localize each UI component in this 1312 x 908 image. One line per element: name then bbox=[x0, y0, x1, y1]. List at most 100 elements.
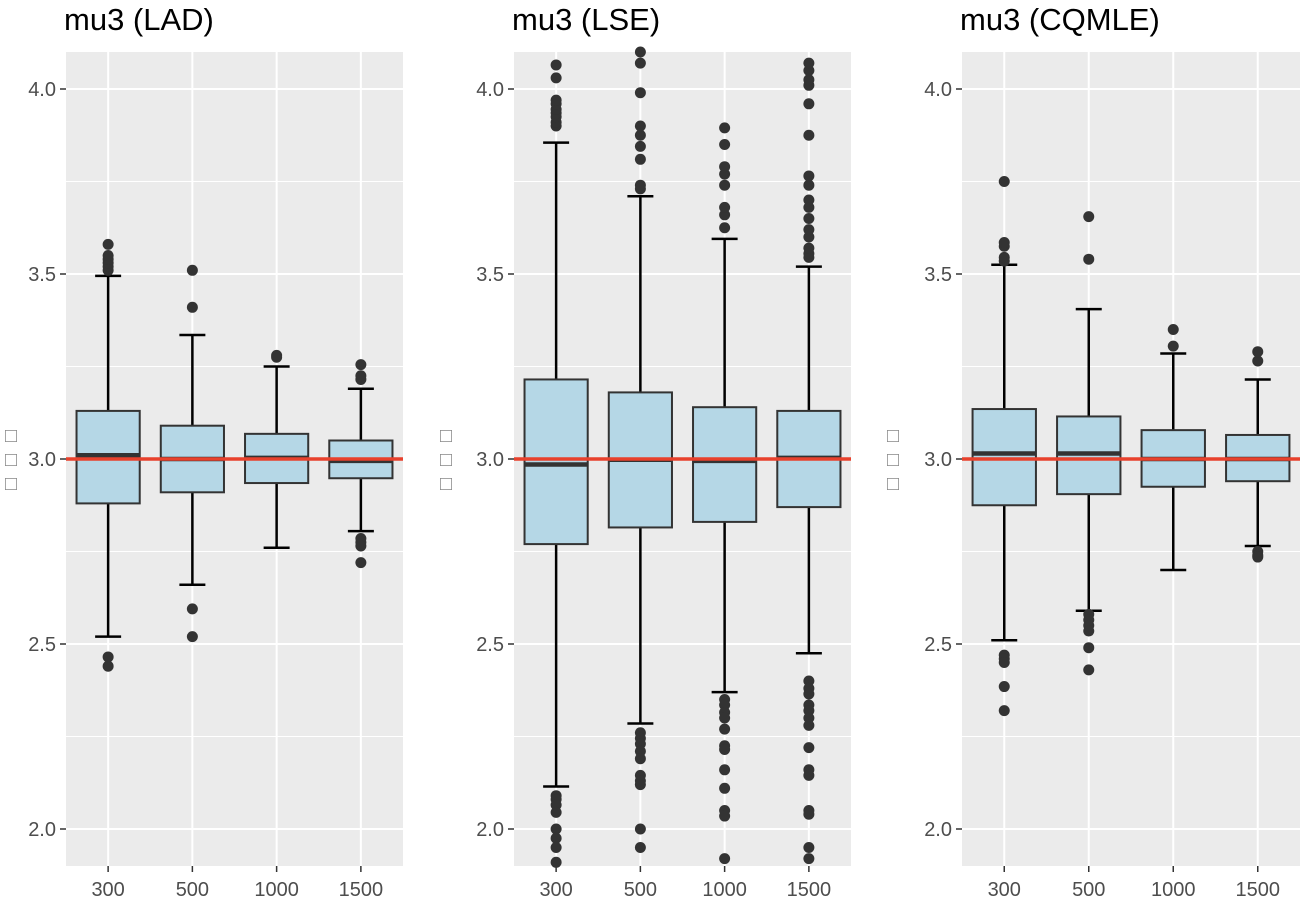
outlier-point bbox=[634, 842, 646, 853]
y-tick-label: 3.5 bbox=[28, 264, 56, 286]
box-300 bbox=[523, 59, 589, 868]
outlier-point bbox=[550, 59, 562, 71]
outlier-point bbox=[803, 129, 815, 141]
outlier-point bbox=[355, 557, 367, 569]
outlier-point bbox=[102, 660, 114, 672]
panel-cqmle: mu3 (CQMLE) □□□ 2.0 2.5 3.0 3.5 4.0 300 500 100… bbox=[882, 0, 1312, 908]
outlier-point bbox=[998, 657, 1010, 668]
outlier-point bbox=[719, 139, 731, 150]
outlier-point bbox=[719, 853, 731, 865]
outlier-point bbox=[803, 179, 815, 191]
outlier-point bbox=[803, 170, 815, 182]
outlier-point bbox=[998, 237, 1010, 249]
outlier-point bbox=[1252, 551, 1264, 563]
outlier-point bbox=[634, 46, 646, 58]
box-500 bbox=[1056, 211, 1122, 676]
outlier-point bbox=[719, 161, 731, 173]
iqr-box bbox=[523, 378, 589, 546]
outlier-point bbox=[803, 242, 815, 254]
x-tick-label: 1000 bbox=[254, 879, 299, 901]
outlier-point bbox=[803, 808, 815, 820]
outlier-point bbox=[355, 370, 367, 382]
outlier-point bbox=[719, 723, 731, 735]
outlier-point bbox=[1252, 346, 1264, 358]
box-300 bbox=[75, 238, 141, 672]
x-tick-label: 1000 bbox=[702, 879, 747, 901]
outlier-point bbox=[1083, 642, 1095, 654]
outlier-point bbox=[1083, 253, 1095, 265]
outlier-point bbox=[803, 853, 815, 865]
y-axis-label: □□□ bbox=[435, 425, 455, 495]
outlier-point bbox=[550, 806, 562, 818]
outlier-point bbox=[803, 57, 815, 69]
y-axis-label: □□□ bbox=[882, 425, 902, 495]
x-tick-label: 1500 bbox=[787, 879, 832, 901]
x-tick-label: 1500 bbox=[339, 879, 384, 901]
outlier-point bbox=[634, 140, 646, 152]
outlier-point bbox=[803, 74, 815, 86]
outlier-point bbox=[803, 224, 815, 236]
outlier-point bbox=[634, 57, 646, 69]
outlier-point bbox=[634, 120, 646, 132]
iqr-box bbox=[971, 408, 1037, 507]
outlier-point bbox=[634, 779, 646, 791]
outlier-point bbox=[803, 842, 815, 853]
outlier-point bbox=[186, 631, 198, 643]
x-tick-label: 500 bbox=[1072, 879, 1105, 901]
y-tick-label: 2.5 bbox=[476, 634, 504, 656]
outlier-point bbox=[1083, 625, 1095, 637]
outlier-point bbox=[719, 743, 731, 755]
panel-lad: mu3 (LAD) □□□ 2.0 2.5 3.0 3.5 4.0 300 500 1000 1… bbox=[0, 0, 430, 908]
y-tick-label: 2.5 bbox=[28, 634, 56, 656]
y-tick-label: 4.0 bbox=[28, 79, 56, 101]
outlier-point bbox=[719, 712, 731, 724]
outlier-point bbox=[998, 176, 1010, 187]
outlier-point bbox=[719, 179, 731, 191]
y-tick-label: 4.0 bbox=[476, 79, 504, 101]
outlier-point bbox=[186, 301, 198, 313]
outlier-point bbox=[550, 842, 562, 853]
chart-title: mu3 (LSE) bbox=[512, 2, 661, 37]
outlier-point bbox=[550, 72, 562, 84]
outlier-point bbox=[102, 238, 114, 250]
outlier-point bbox=[550, 832, 562, 844]
outlier-point bbox=[634, 153, 646, 165]
y-tick-label: 4.0 bbox=[924, 79, 952, 101]
outlier-point bbox=[719, 201, 731, 213]
outlier-point bbox=[634, 129, 646, 141]
y-tick-label: 3.0 bbox=[28, 449, 56, 471]
outlier-point bbox=[719, 122, 731, 134]
outlier-point bbox=[1083, 664, 1095, 676]
outlier-point bbox=[803, 98, 815, 110]
outlier-point bbox=[1083, 211, 1095, 223]
outlier-point bbox=[998, 681, 1010, 693]
x-tick-label: 1500 bbox=[1236, 879, 1281, 901]
outlier-point bbox=[1252, 355, 1264, 367]
box-300 bbox=[971, 176, 1037, 717]
outlier-point bbox=[1167, 324, 1179, 335]
outlier-point bbox=[550, 94, 562, 106]
x-tick-label: 500 bbox=[176, 879, 209, 901]
outlier-point bbox=[634, 823, 646, 835]
boxplot-lse: 2.0 2.5 3.0 3.5 4.0 300 500 1000 1500 bbox=[476, 46, 851, 901]
box-1000 bbox=[692, 122, 758, 865]
y-axis-label: □□□ bbox=[0, 425, 20, 495]
y-tick-label: 3.5 bbox=[476, 264, 504, 286]
outlier-point bbox=[998, 251, 1010, 263]
outlier-point bbox=[803, 719, 815, 731]
y-tick-label: 3.0 bbox=[924, 449, 952, 471]
outlier-point bbox=[355, 359, 367, 371]
outlier-point bbox=[186, 603, 198, 615]
y-tick-label: 3.0 bbox=[476, 449, 504, 471]
outlier-point bbox=[634, 87, 646, 99]
x-tick-label: 500 bbox=[624, 879, 657, 901]
outlier-point bbox=[102, 651, 114, 663]
outlier-point bbox=[803, 742, 815, 754]
outlier-point bbox=[998, 705, 1010, 717]
x-tick-label: 1000 bbox=[1151, 879, 1196, 901]
y-tick-label: 2.0 bbox=[924, 819, 952, 841]
chart-title: mu3 (LAD) bbox=[64, 2, 214, 37]
outlier-point bbox=[186, 264, 198, 276]
chart-title: mu3 (CQMLE) bbox=[960, 2, 1160, 37]
y-tick-label: 2.5 bbox=[924, 634, 952, 656]
